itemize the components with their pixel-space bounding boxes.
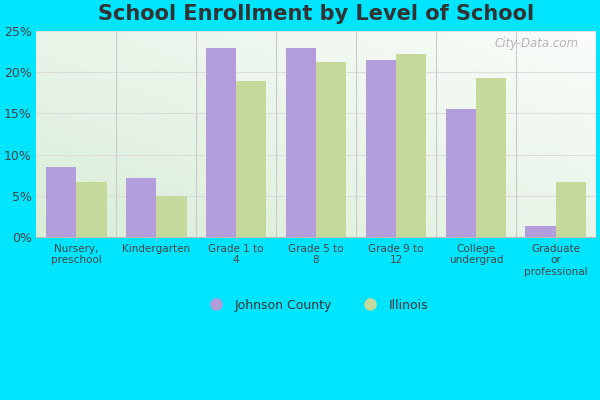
Title: School Enrollment by Level of School: School Enrollment by Level of School — [98, 4, 534, 24]
Bar — [526, 226, 556, 237]
Bar — [126, 178, 156, 237]
Bar — [316, 62, 346, 237]
Bar — [236, 80, 266, 237]
Bar — [76, 182, 107, 237]
Bar — [46, 167, 76, 237]
Bar — [365, 60, 396, 237]
Bar — [156, 196, 187, 237]
Bar — [446, 109, 476, 237]
Bar — [396, 54, 427, 237]
Legend: Johnson County, Illinois: Johnson County, Illinois — [199, 294, 433, 317]
Text: City-Data.com: City-Data.com — [495, 38, 579, 50]
Bar — [476, 78, 506, 237]
Bar — [286, 48, 316, 237]
Bar — [206, 48, 236, 237]
Bar — [556, 182, 586, 237]
